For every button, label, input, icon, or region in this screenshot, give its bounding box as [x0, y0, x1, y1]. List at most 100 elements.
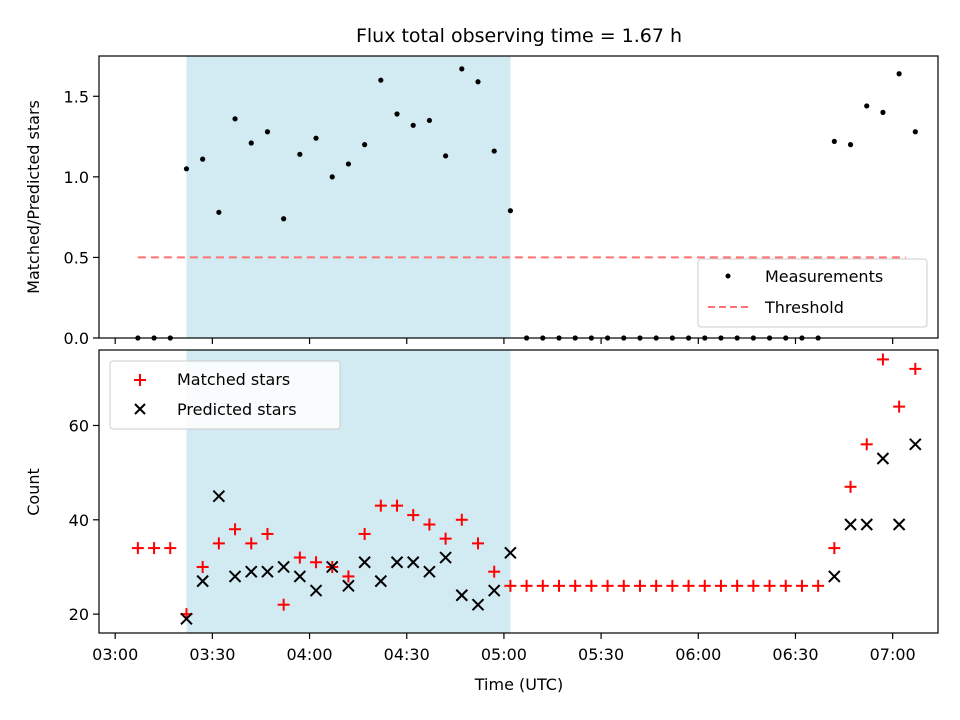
- xtick-label: 04:30: [384, 645, 430, 664]
- matched-stars-point: [731, 579, 744, 592]
- matched-stars-point: [148, 542, 161, 555]
- matched-stars-point: [455, 513, 468, 526]
- xtick-label: 07:00: [870, 645, 916, 664]
- xtick-label: 05:30: [578, 645, 624, 664]
- matched-stars-point: [196, 560, 209, 573]
- matched-stars-point: [131, 542, 144, 555]
- top-panel: 0.0 0.5 1.0 1.5 Matched/Predicted stars Mea…: [24, 55, 939, 348]
- measurements-point: [491, 148, 497, 154]
- measurements-point: [507, 208, 514, 214]
- measurements-point: [864, 103, 870, 109]
- matched-stars-point: [552, 579, 565, 592]
- top-legend: Measurements Threshold: [697, 258, 928, 328]
- matched-stars-point: [569, 579, 582, 592]
- matched-stars-point: [682, 579, 695, 592]
- matched-stars-point: [795, 579, 808, 592]
- xtick-label: 03:30: [189, 645, 235, 664]
- matched-stars-point: [407, 509, 420, 522]
- legend-label-predicted: Predicted stars: [177, 400, 297, 419]
- matched-stars-point: [229, 523, 242, 536]
- measurements-point: [896, 71, 902, 77]
- matched-stars-point: [812, 579, 825, 592]
- predicted-stars-point: [909, 438, 922, 451]
- measurements-point: [216, 209, 222, 215]
- matched-stars-point: [763, 579, 776, 592]
- bottom-ytick-label: 40: [69, 511, 89, 530]
- matched-stars-point: [164, 542, 177, 555]
- matched-stars-point: [277, 598, 290, 611]
- top-ytick-label: 1.5: [64, 87, 89, 106]
- chart-title: Flux total observing time = 1.67 h: [356, 25, 682, 47]
- matched-stars-point: [472, 537, 485, 550]
- predicted-stars-point: [180, 612, 193, 626]
- matched-stars-point: [520, 579, 533, 592]
- predicted-stars-point: [342, 579, 355, 593]
- measurements-point: [232, 116, 238, 122]
- bottom-ytick-label: 20: [69, 605, 89, 624]
- predicted-stars-point: [309, 584, 323, 597]
- predicted-stars-point: [407, 556, 420, 569]
- measurements-point: [362, 142, 368, 148]
- matched-stars-point: [488, 565, 501, 578]
- bottom-x-axis-label: Time (UTC): [474, 675, 563, 694]
- measurements-point: [475, 79, 481, 85]
- matched-stars-point: [779, 579, 792, 592]
- top-ytick-label: 1.0: [64, 168, 89, 187]
- bottom-y-axis-label: Count: [24, 468, 43, 516]
- measurements-point: [443, 153, 449, 159]
- measurements-point: [912, 129, 918, 135]
- predicted-stars-point: [487, 584, 501, 597]
- matched-stars-point: [439, 532, 452, 545]
- predicted-stars-point: [374, 574, 388, 588]
- predicted-stars-point: [245, 565, 258, 578]
- xtick-label: 03:00: [92, 645, 138, 664]
- predicted-stars-point: [455, 589, 469, 602]
- bottom-ytick-label: 60: [69, 416, 89, 435]
- matched-stars-point: [342, 570, 355, 583]
- matched-stars-point: [358, 527, 371, 540]
- predicted-stars-point: [326, 560, 339, 574]
- measurements-point: [329, 174, 335, 180]
- measurements-point: [200, 156, 206, 162]
- matched-stars-point: [536, 579, 549, 592]
- legend-label-threshold: Threshold: [764, 298, 844, 317]
- measurements-point: [880, 109, 886, 115]
- bottom-axes-frame: [98, 349, 939, 634]
- measurements-point: [313, 135, 319, 141]
- measurements-point: [345, 161, 352, 167]
- predicted-stars-point: [293, 570, 307, 583]
- xtick-label: 05:00: [481, 645, 527, 664]
- predicted-stars-point: [228, 570, 242, 583]
- measurements-point: [847, 142, 854, 148]
- matched-stars-point: [844, 480, 857, 493]
- matched-stars-point: [909, 362, 922, 375]
- measurements-point: [183, 166, 190, 172]
- matched-stars-point: [585, 579, 598, 592]
- predicted-stars-point: [828, 570, 841, 583]
- matched-stars-point: [310, 556, 323, 569]
- xtick-label: 06:30: [772, 645, 818, 664]
- legend-marker-predicted: [134, 403, 146, 415]
- bottom-legend-box: [109, 360, 341, 430]
- bottom-legend: Matched stars Predicted stars: [109, 360, 341, 430]
- matched-stars-point: [666, 579, 679, 592]
- predicted-stars-point: [196, 574, 209, 588]
- predicted-stars-point: [860, 518, 873, 531]
- matched-stars-point: [714, 579, 727, 592]
- measurements-point: [378, 77, 384, 83]
- matched-stars-point: [893, 400, 906, 413]
- predicted-stars-point: [844, 518, 857, 531]
- matched-stars-point: [293, 551, 306, 564]
- legend-label-matched: Matched stars: [177, 370, 290, 389]
- top-axes-frame: [98, 55, 939, 339]
- bottom-panel: 20 40 60 03:00 03:30 04:00 04:30 05:00 05:30 06:…: [24, 349, 939, 694]
- top-shaded-span: [186, 56, 511, 338]
- measurements-point: [297, 151, 303, 157]
- matched-stars-point: [212, 537, 225, 550]
- predicted-stars-point: [261, 565, 274, 578]
- matched-stars-point: [860, 438, 873, 451]
- matched-stars-point: [650, 579, 663, 592]
- predicted-stars-point: [876, 452, 890, 465]
- measurements-point: [426, 117, 433, 124]
